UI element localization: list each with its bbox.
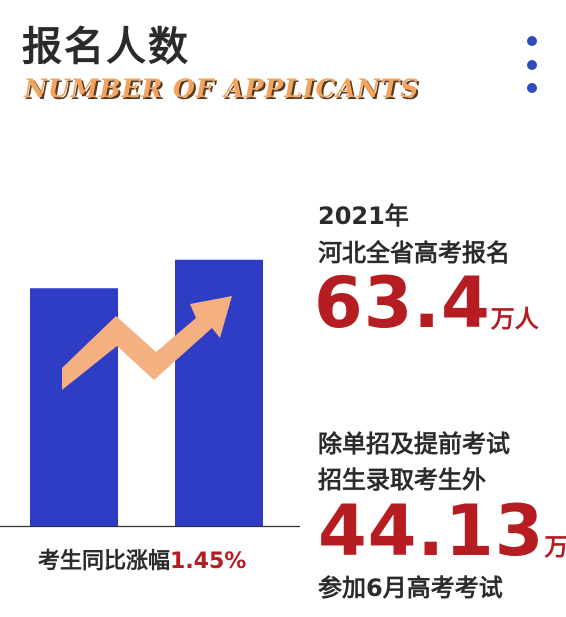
page-title: 报名人数: [22, 24, 190, 70]
stat2-line1: 除单招及提前考试: [318, 430, 510, 458]
stat2-figure: 44.13万: [318, 490, 566, 572]
stat1-unit: 万人: [490, 305, 539, 333]
stat2-line2: 招生录取考生外: [318, 466, 486, 494]
stat1-year: 2021年: [318, 202, 409, 230]
more-vertical-icon[interactable]: [522, 36, 542, 94]
growth-value: 1.45%: [170, 549, 247, 574]
bar-chart: [0, 259, 300, 528]
stat2-unit: 万: [544, 533, 566, 561]
menu-dot: [527, 83, 537, 93]
growth-label: 考生同比涨幅: [38, 549, 171, 574]
stat2-line3: 参加6月高考考试: [318, 574, 503, 602]
page-subtitle: NUMBER OF APPLICANTS: [24, 74, 420, 103]
stat2-number: 44.13: [318, 490, 545, 572]
trend-up-arrow-icon: [62, 296, 232, 390]
menu-dot: [527, 36, 537, 46]
stat1-label: 河北全省高考报名: [318, 239, 510, 267]
menu-dot: [527, 60, 537, 70]
stat1-figure: 63.4万人: [314, 262, 539, 344]
bar-1: [30, 288, 118, 526]
stat1-number: 63.4: [314, 262, 491, 344]
growth-caption: 考生同比涨幅1.45%: [38, 543, 246, 575]
